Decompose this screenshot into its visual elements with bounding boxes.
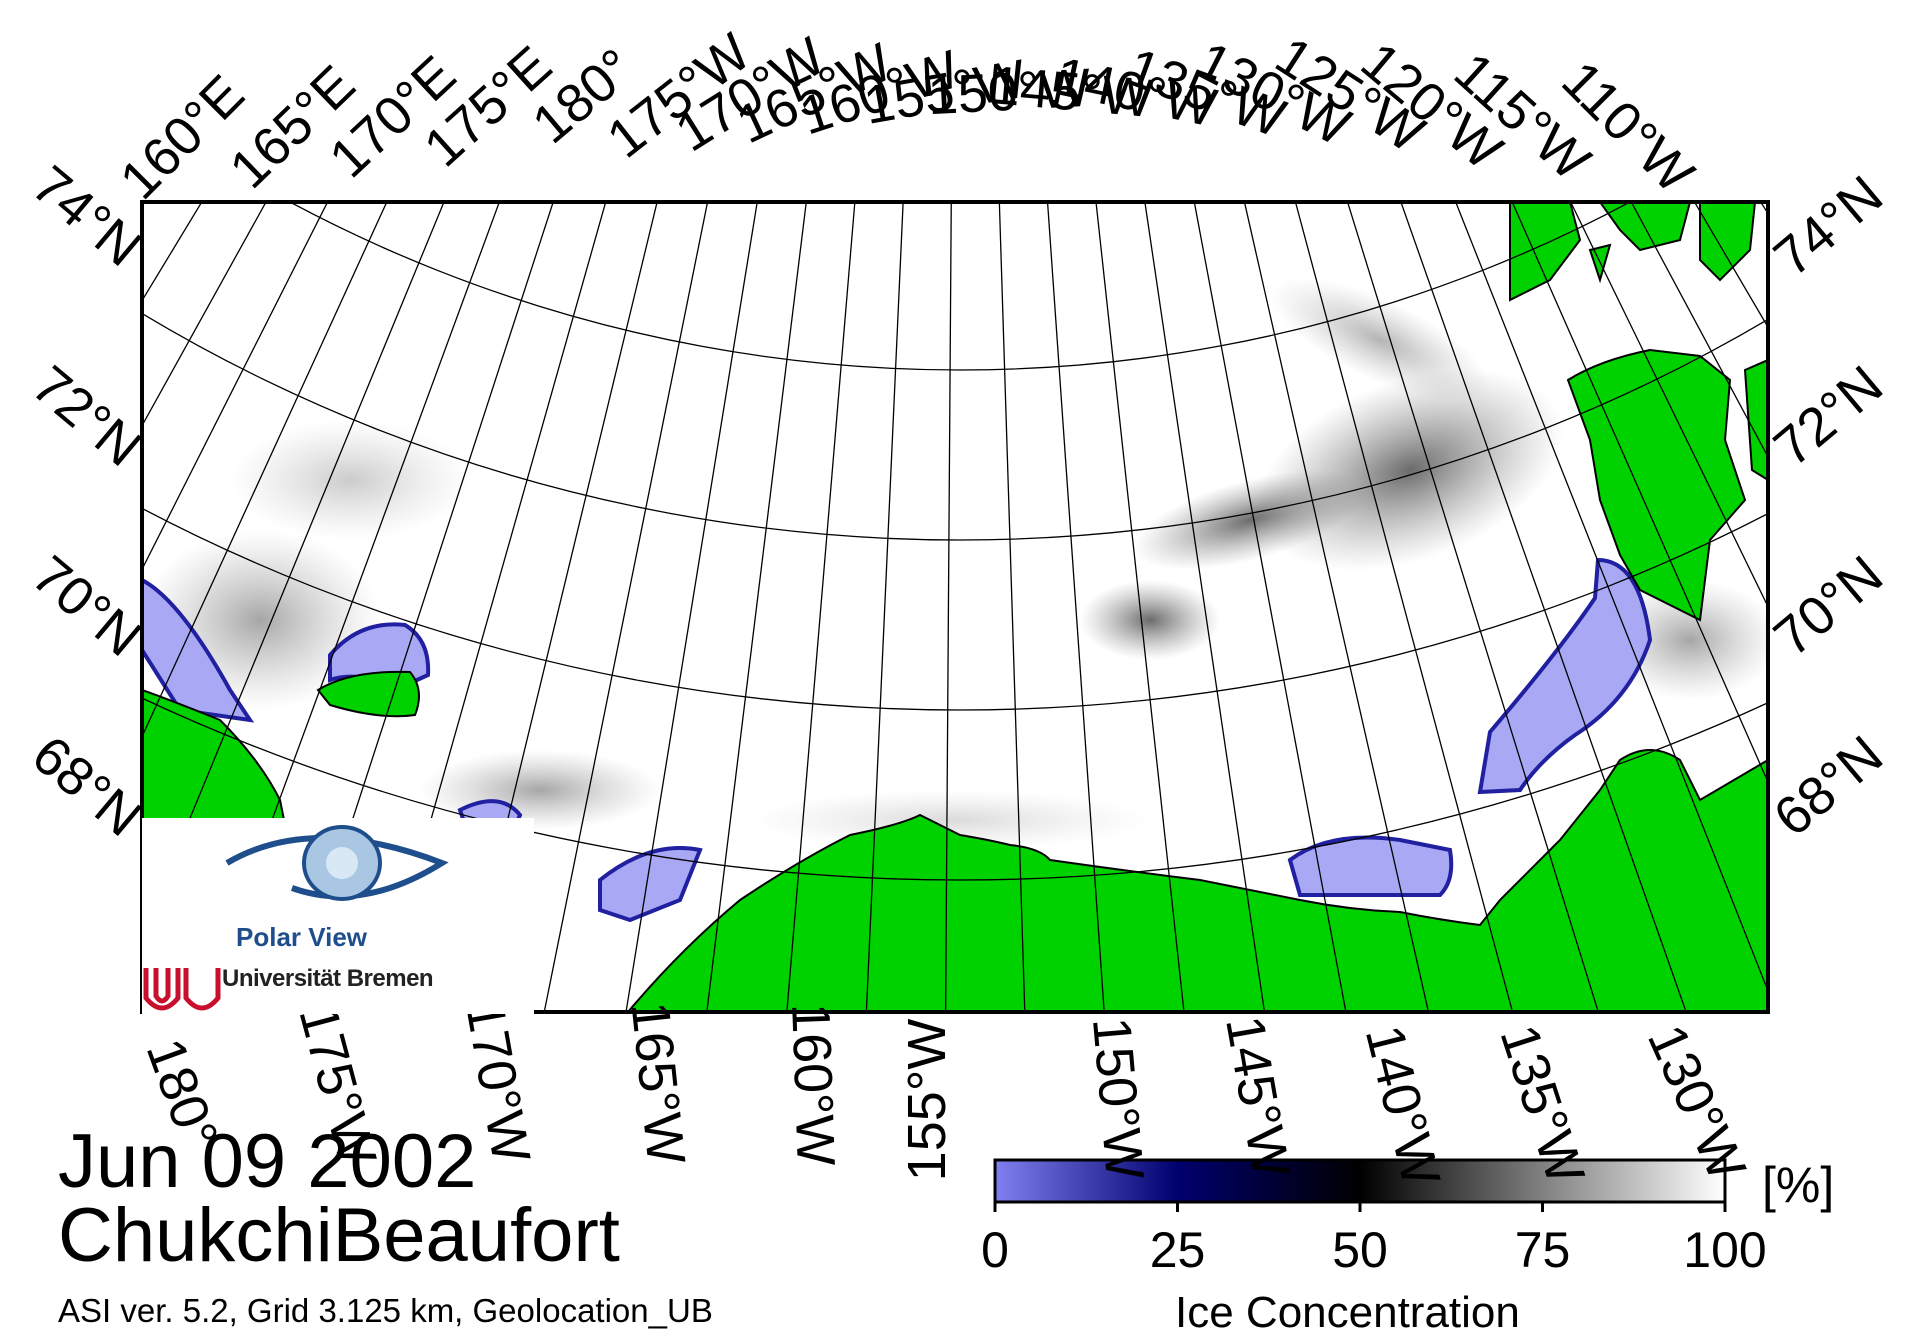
colorbar-unit: [%] (1762, 1157, 1835, 1213)
colorbar-tick-label: 50 (1332, 1222, 1388, 1278)
meridian-line (865, 202, 904, 1012)
colorbar-tick-label: 0 (981, 1222, 1009, 1278)
meridian-line (1294, 202, 1514, 1012)
eye-icon (143, 825, 449, 1011)
bremen-emblem-icon (143, 968, 221, 1011)
meridian-line (998, 202, 1026, 1012)
meridian-line (1511, 202, 1768, 784)
latitude-line (142, 312, 1768, 541)
left-latitude-label: 70°N (21, 544, 152, 668)
polar-view-logo: Polar View Universität Bremen (142, 818, 534, 1014)
meridian-line (706, 202, 807, 1012)
meridian-line (1630, 202, 1768, 459)
meridian-line (1193, 202, 1347, 1012)
map-region: ChukchiBeaufort (58, 1193, 620, 1278)
bottom-longitude-label: 160°W (780, 1002, 846, 1167)
meridian-line (1455, 202, 1768, 993)
meridian-line (142, 202, 388, 739)
meridian-line (142, 202, 267, 428)
top-longitude-label: 150°W (926, 58, 1092, 126)
bottom-longitude-label: 165°W (620, 999, 697, 1167)
meridian-line (1880, 0, 1911, 155)
logo-title: Polar View (236, 922, 368, 952)
meridian-line (543, 202, 709, 1012)
map-date: Jun 09 2002 (58, 1119, 477, 1204)
meridian-line (1346, 202, 1599, 1012)
left-latitude-label: 68°N (21, 724, 152, 848)
colorbar-gradient (993, 1158, 1727, 1204)
meridian-line (1095, 202, 1185, 1012)
meridian-line (0, 0, 9, 57)
algorithm-info: ASI ver. 5.2, Grid 3.125 km, Geolocation… (58, 1292, 713, 1329)
meridian-line (1144, 202, 1266, 1012)
meridian-line (1903, 0, 1911, 83)
right-latitude-label: 68°N (1763, 724, 1894, 848)
map-frame (140, 200, 1770, 1014)
meridian-line (1569, 202, 1768, 609)
meridian-line (944, 202, 952, 1012)
right-latitude-label: 70°N (1763, 544, 1894, 668)
land (142, 202, 1768, 1012)
meridian-line (142, 202, 329, 571)
top-longitude-label: 160°E (109, 64, 256, 211)
bottom-longitude-label: 155°W (897, 1019, 957, 1182)
meridian-line (1046, 202, 1105, 1012)
colorbar: 0 25 50 75 100 (981, 1158, 1767, 1278)
latitude-line (142, 507, 1768, 711)
colorbar-label: Ice Concentration (1175, 1288, 1520, 1337)
bottom-longitude-label: 145°W (1214, 1012, 1301, 1183)
bottom-longitude-label: 150°W (1081, 1015, 1155, 1182)
meridian-line (0, 0, 31, 129)
right-latitude-label: 74°N (1763, 164, 1894, 288)
colorbar-tick-label: 75 (1515, 1222, 1571, 1278)
left-latitude-label: 72°N (21, 354, 152, 478)
colorbar-ticks: 0 25 50 75 100 (981, 1202, 1767, 1278)
right-latitude-label: 72°N (1763, 354, 1894, 478)
meridian-line (786, 202, 856, 1012)
top-longitude-label: 145°W (988, 55, 1155, 129)
colorbar-tick-label: 25 (1150, 1222, 1206, 1278)
meridian-line (1243, 202, 1430, 1012)
logo-institution: Universität Bremen (222, 965, 434, 992)
meridian-line (142, 202, 445, 937)
meridian-line (625, 202, 758, 1012)
latitude-line (289, 202, 1631, 371)
colorbar-tick-label: 100 (1683, 1222, 1766, 1278)
meridian-line (1400, 202, 1687, 1012)
latitude-line (142, 696, 1768, 881)
